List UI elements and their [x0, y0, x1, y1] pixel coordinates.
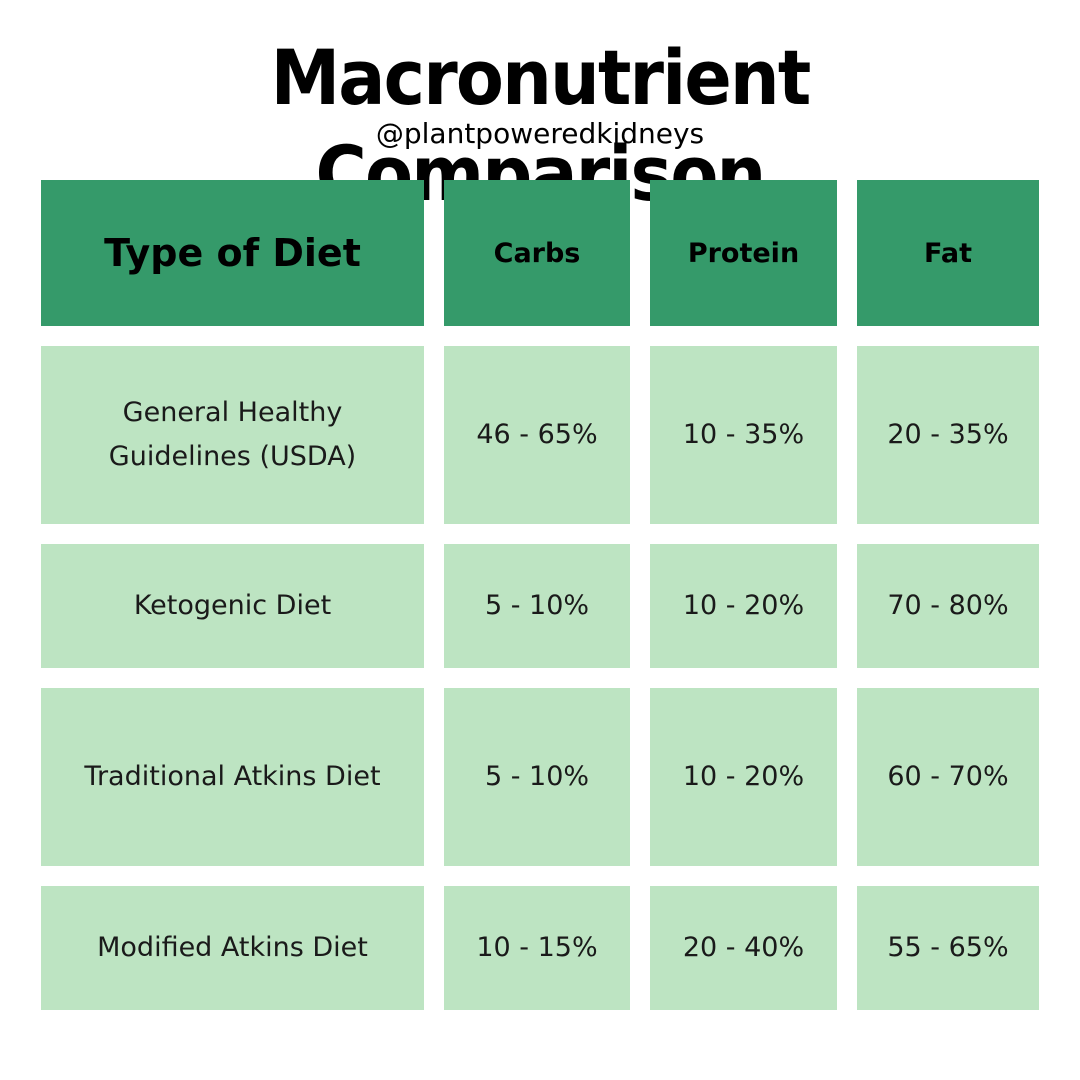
table-cell-diet: Ketogenic Diet [41, 544, 424, 668]
table-cell-carbs: 5 - 10% [444, 544, 630, 668]
column-header-carbs: Carbs [444, 180, 630, 326]
page-title: Macronutrient Comparison [270, 33, 812, 218]
column-header-diet: Type of Diet [41, 180, 424, 326]
table-cell-diet: Modified Atkins Diet [41, 886, 424, 1010]
table-cell-fat: 20 - 35% [857, 346, 1039, 524]
table-cell-carbs: 5 - 10% [444, 688, 630, 866]
table-cell-carbs: 10 - 15% [444, 886, 630, 1010]
column-header-protein: Protein [650, 180, 837, 326]
table-cell-diet: General Healthy Guidelines (USDA) [41, 346, 424, 524]
table-cell-fat: 70 - 80% [857, 544, 1039, 668]
author-handle: @plantpoweredkidneys [375, 117, 705, 150]
table-cell-protein: 20 - 40% [650, 886, 837, 1010]
table-cell-protein: 10 - 20% [650, 688, 837, 866]
table-cell-fat: 55 - 65% [857, 886, 1039, 1010]
table-cell-fat: 60 - 70% [857, 688, 1039, 866]
table-cell-protein: 10 - 20% [650, 544, 837, 668]
table-cell-diet: Traditional Atkins Diet [41, 688, 424, 866]
column-header-fat: Fat [857, 180, 1039, 326]
table-cell-carbs: 46 - 65% [444, 346, 630, 524]
table-cell-protein: 10 - 35% [650, 346, 837, 524]
